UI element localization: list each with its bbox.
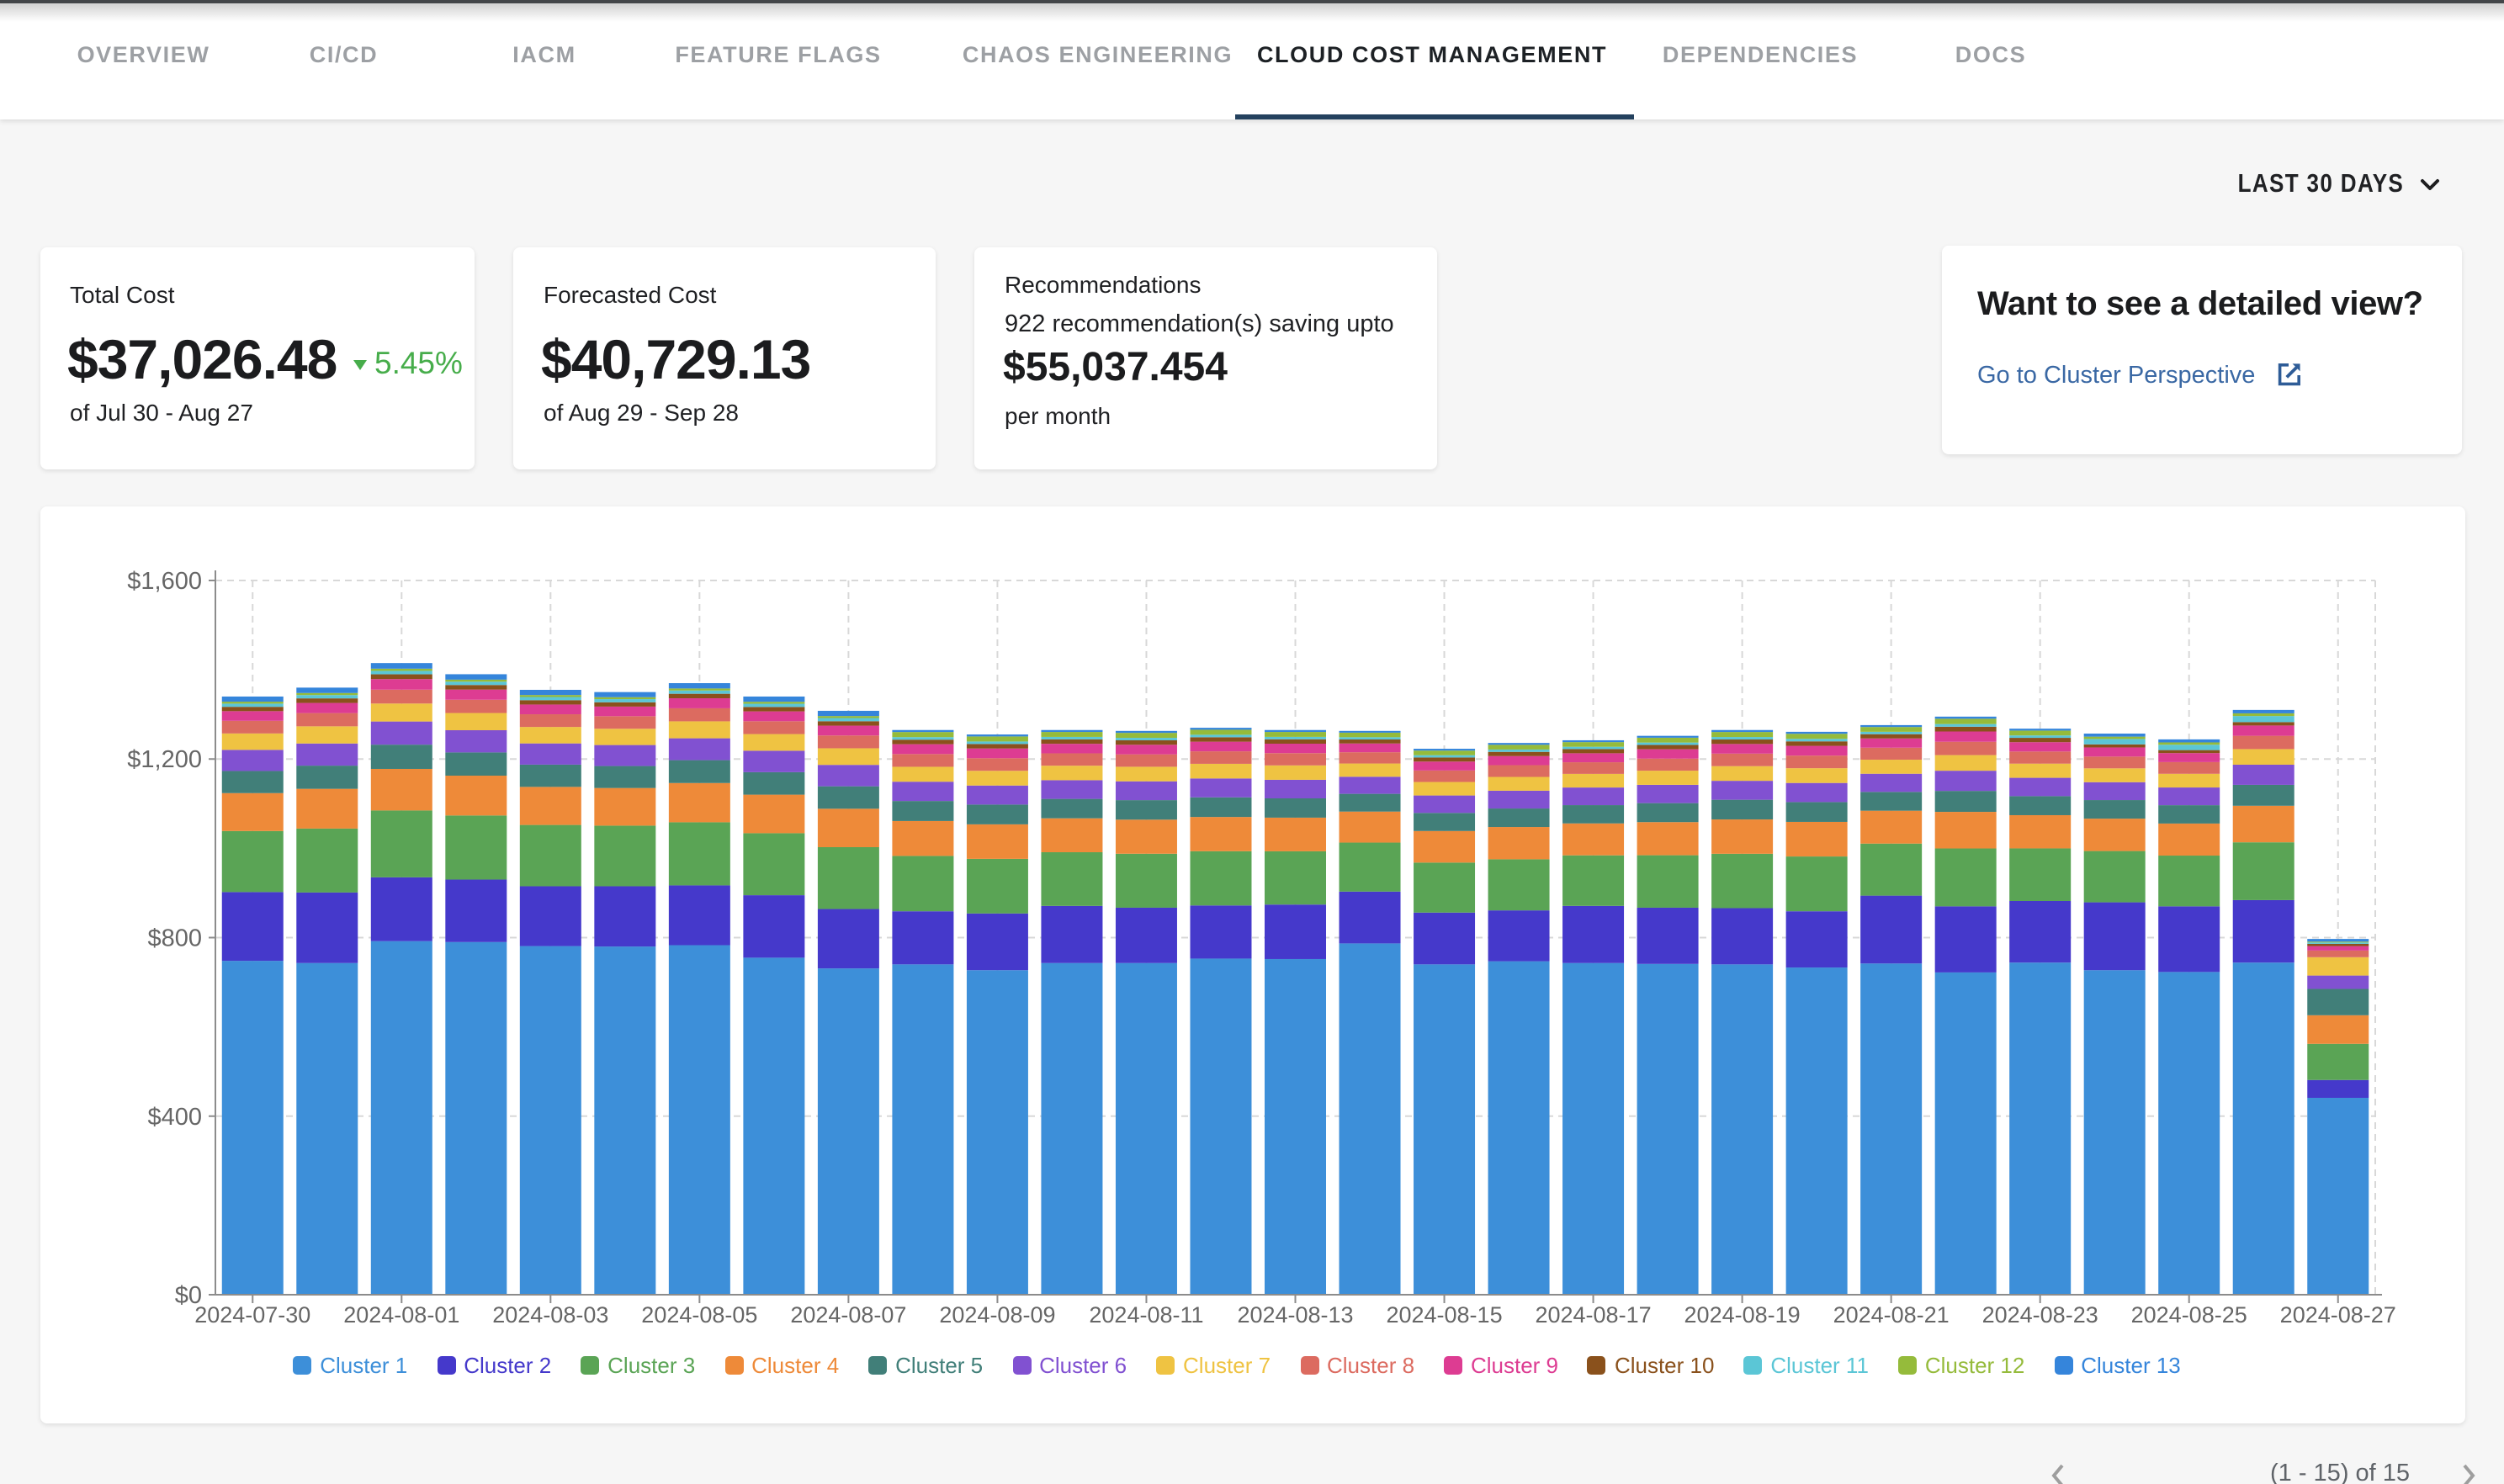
svg-text:2024-08-07: 2024-08-07 bbox=[790, 1301, 906, 1327]
svg-text:2024-08-15: 2024-08-15 bbox=[1386, 1301, 1502, 1327]
svg-text:$800: $800 bbox=[147, 925, 202, 951]
svg-text:2024-07-30: 2024-07-30 bbox=[194, 1301, 310, 1327]
svg-text:2024-08-25: 2024-08-25 bbox=[2131, 1301, 2247, 1327]
svg-text:$1,600: $1,600 bbox=[127, 567, 202, 594]
svg-text:$400: $400 bbox=[147, 1103, 202, 1130]
svg-text:$1,200: $1,200 bbox=[127, 745, 202, 772]
svg-text:2024-08-27: 2024-08-27 bbox=[2280, 1301, 2396, 1327]
svg-text:2024-08-21: 2024-08-21 bbox=[1833, 1301, 1950, 1327]
svg-text:2024-08-17: 2024-08-17 bbox=[1535, 1301, 1651, 1327]
svg-text:2024-08-09: 2024-08-09 bbox=[939, 1301, 1055, 1327]
svg-text:2024-08-03: 2024-08-03 bbox=[492, 1301, 608, 1327]
svg-text:2024-08-01: 2024-08-01 bbox=[343, 1301, 459, 1327]
svg-text:2024-08-05: 2024-08-05 bbox=[641, 1301, 757, 1327]
svg-text:2024-08-11: 2024-08-11 bbox=[1089, 1301, 1203, 1327]
svg-text:2024-08-23: 2024-08-23 bbox=[1982, 1301, 2098, 1327]
svg-text:2024-08-19: 2024-08-19 bbox=[1684, 1301, 1801, 1327]
svg-text:2024-08-13: 2024-08-13 bbox=[1237, 1301, 1353, 1327]
svg-text:$0: $0 bbox=[175, 1281, 202, 1308]
